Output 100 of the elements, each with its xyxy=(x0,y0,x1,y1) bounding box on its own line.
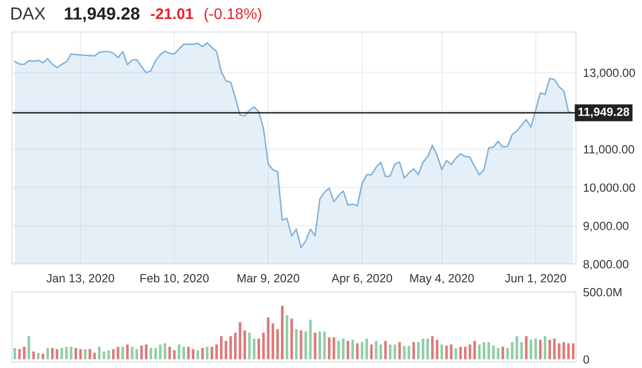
bar xyxy=(28,336,30,360)
bar xyxy=(60,348,64,360)
bar xyxy=(65,346,68,360)
text: 11,949.28 xyxy=(64,7,140,22)
bar xyxy=(107,350,110,360)
bar xyxy=(506,348,509,360)
bar xyxy=(112,349,115,360)
bar xyxy=(88,349,92,360)
bar xyxy=(351,340,354,360)
bar xyxy=(74,348,78,360)
bar xyxy=(164,343,166,360)
bar xyxy=(388,344,392,360)
bar xyxy=(154,348,157,360)
bar xyxy=(36,352,40,360)
bar xyxy=(562,342,566,360)
bar xyxy=(342,338,345,360)
bar xyxy=(323,332,326,360)
bar xyxy=(272,323,274,360)
bar xyxy=(553,338,556,360)
bar xyxy=(168,346,171,360)
bar xyxy=(459,346,462,360)
x-tick-label: Feb 10, 2020 xyxy=(140,274,209,284)
bar xyxy=(56,349,58,360)
bar xyxy=(487,342,490,360)
bar xyxy=(558,343,560,360)
bar xyxy=(79,349,82,360)
bar xyxy=(408,346,410,360)
bar xyxy=(304,332,308,360)
bar xyxy=(332,337,336,360)
bar xyxy=(32,352,35,360)
bar xyxy=(360,342,364,360)
bar xyxy=(468,344,472,360)
bar xyxy=(116,346,120,360)
bar xyxy=(234,332,237,360)
bar xyxy=(464,346,467,360)
bar xyxy=(22,346,26,360)
bar xyxy=(520,342,523,360)
bar xyxy=(510,342,514,360)
bar xyxy=(380,344,382,360)
bar xyxy=(51,348,54,360)
bar xyxy=(496,348,500,360)
bar xyxy=(178,344,180,360)
bar xyxy=(215,344,218,360)
bar xyxy=(280,306,284,360)
bar xyxy=(445,346,448,360)
bar xyxy=(238,322,242,360)
bar xyxy=(365,338,368,360)
bar xyxy=(384,340,387,360)
y-tick-label: 500.0M xyxy=(583,288,622,296)
bar xyxy=(224,340,228,360)
bar xyxy=(337,340,340,360)
bar xyxy=(98,346,101,360)
bar xyxy=(530,340,532,360)
x-tick-label: Jun 1, 2020 xyxy=(504,274,566,284)
bar xyxy=(374,340,378,360)
bar xyxy=(548,340,552,360)
text: (-0.18%) xyxy=(204,8,262,22)
bar xyxy=(328,337,330,360)
bar xyxy=(158,344,162,360)
bar xyxy=(502,346,504,360)
bar xyxy=(534,338,537,360)
bar xyxy=(454,348,458,360)
bar xyxy=(417,342,420,360)
bar xyxy=(539,340,542,360)
y-tick-label: 0 xyxy=(583,355,590,364)
bar xyxy=(402,346,406,360)
bar xyxy=(440,344,444,360)
bar xyxy=(46,348,49,360)
bar xyxy=(450,344,452,360)
bar xyxy=(126,344,129,360)
bar xyxy=(524,336,528,360)
bar xyxy=(295,329,298,360)
bar xyxy=(398,342,401,360)
bar xyxy=(187,346,190,360)
bar xyxy=(412,342,415,360)
bar xyxy=(220,336,223,360)
bar xyxy=(300,330,302,360)
bar xyxy=(210,346,214,360)
bar xyxy=(314,332,316,360)
bar xyxy=(544,336,546,360)
chart-title: DAX xyxy=(11,8,46,20)
bar xyxy=(473,340,476,360)
bar xyxy=(346,340,350,360)
bar xyxy=(492,346,495,360)
bar xyxy=(286,315,288,360)
bar xyxy=(130,346,134,360)
bar xyxy=(173,350,176,360)
bar xyxy=(262,332,265,360)
bar xyxy=(192,349,194,360)
bar xyxy=(426,338,430,360)
bar xyxy=(201,348,204,360)
bar xyxy=(572,343,574,360)
bar xyxy=(206,346,208,360)
x-tick-label: Mar 9, 2020 xyxy=(238,274,300,284)
bar xyxy=(14,348,16,360)
text: -21.01 xyxy=(150,8,194,20)
bar xyxy=(309,320,312,360)
bar xyxy=(431,336,434,360)
bar xyxy=(370,344,373,360)
bar xyxy=(42,354,44,360)
